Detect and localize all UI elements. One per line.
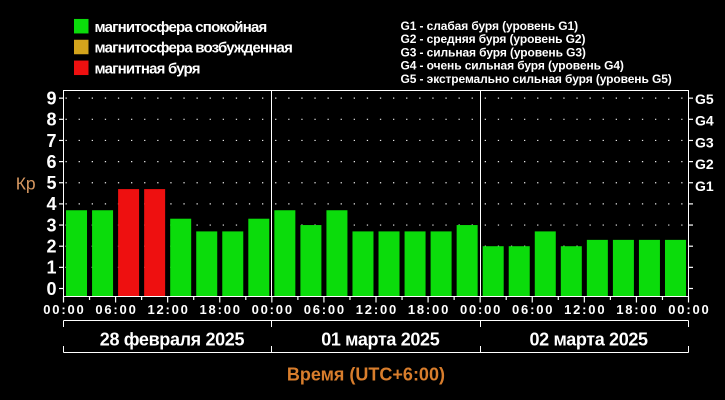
svg-text:18:00: 18:00 [616, 302, 658, 317]
svg-text:3: 3 [46, 215, 56, 235]
svg-text:00:00: 00:00 [252, 302, 294, 317]
svg-text:12:00: 12:00 [356, 302, 398, 317]
svg-text:Время (UTC+6:00): Время (UTC+6:00) [287, 365, 445, 385]
svg-text:G2 - средняя буря (уровень G2): G2 - средняя буря (уровень G2) [401, 32, 586, 46]
svg-text:01 марта 2025: 01 марта 2025 [321, 330, 440, 350]
svg-text:4: 4 [46, 194, 56, 214]
svg-text:G1: G1 [695, 178, 714, 194]
svg-text:06:00: 06:00 [95, 302, 137, 317]
svg-text:00:00: 00:00 [668, 302, 710, 317]
svg-text:06:00: 06:00 [512, 302, 554, 317]
svg-text:18:00: 18:00 [200, 302, 242, 317]
svg-text:00:00: 00:00 [43, 302, 85, 317]
svg-text:G3: G3 [695, 134, 714, 150]
svg-text:06:00: 06:00 [304, 302, 346, 317]
svg-text:12:00: 12:00 [564, 302, 606, 317]
svg-text:магнитная буря: магнитная буря [95, 60, 200, 77]
svg-text:7: 7 [46, 131, 56, 151]
svg-text:магнитосфера спокойная: магнитосфера спокойная [95, 19, 267, 36]
svg-text:12:00: 12:00 [147, 302, 189, 317]
svg-text:магнитосфера возбужденная: магнитосфера возбужденная [95, 40, 293, 57]
svg-text:8: 8 [46, 110, 56, 130]
svg-text:28 февраля 2025: 28 февраля 2025 [100, 330, 245, 350]
svg-text:1: 1 [46, 258, 56, 278]
svg-text:9: 9 [46, 88, 56, 108]
svg-text:G2: G2 [695, 156, 714, 172]
svg-text:00:00: 00:00 [460, 302, 502, 317]
svg-text:0: 0 [46, 279, 56, 299]
svg-text:5: 5 [46, 173, 56, 193]
svg-text:G1 - слабая буря (уровень G1): G1 - слабая буря (уровень G1) [401, 19, 579, 33]
svg-text:G5: G5 [695, 91, 714, 107]
svg-text:G3 - сильная буря (уровень G3): G3 - сильная буря (уровень G3) [401, 45, 586, 59]
svg-text:6: 6 [46, 152, 56, 172]
svg-text:2: 2 [46, 237, 56, 257]
svg-text:02 марта 2025: 02 марта 2025 [530, 330, 649, 350]
svg-text:G5 - экстремально сильная буря: G5 - экстремально сильная буря (уровень … [401, 72, 672, 86]
svg-text:G4 - очень сильная буря (урове: G4 - очень сильная буря (уровень G4) [401, 59, 624, 73]
svg-text:18:00: 18:00 [408, 302, 450, 317]
svg-text:G4: G4 [695, 113, 714, 129]
svg-text:Кр: Кр [16, 174, 36, 194]
